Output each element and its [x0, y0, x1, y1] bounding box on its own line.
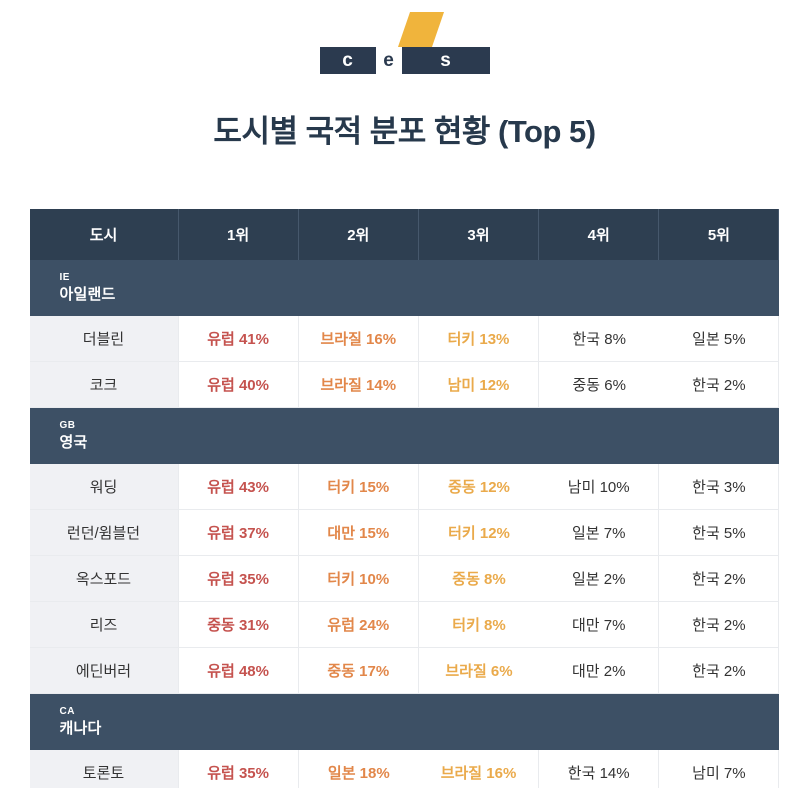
city-cell: 토론토: [29, 750, 179, 788]
city-cell: 리즈: [29, 602, 179, 648]
header-cell-1: 1위: [178, 209, 299, 260]
rank4-cell: 중동 6%: [539, 362, 660, 408]
rank3-cell: 남미 12%: [418, 362, 540, 408]
rank2-cell: 일본 18%: [298, 750, 419, 788]
rank5-cell: 한국 2%: [659, 362, 780, 408]
page-title: 도시별 국적 분포 현황 (Top 5): [213, 114, 596, 149]
rank4-cell: 한국 8%: [539, 316, 660, 362]
rank3-cell: 브라질 6%: [418, 648, 540, 694]
group-name: 아일랜드: [59, 286, 116, 303]
rank3-cell: 브라질 16%: [418, 750, 540, 788]
logo-parallelogram-shape: [397, 12, 444, 47]
header-cell-2: 2위: [298, 209, 419, 260]
rank3-cell: 터키 8%: [418, 602, 540, 648]
rank5-cell: 한국 2%: [659, 556, 780, 602]
rank4-cell: 대만 7%: [539, 602, 660, 648]
ces-logo: c e s: [319, 8, 490, 76]
rank1-cell: 유럽 37%: [178, 510, 299, 556]
city-cell: 코크: [29, 362, 179, 408]
rank2-cell: 브라질 16%: [298, 316, 419, 362]
header-cell-4: 4위: [539, 209, 660, 260]
group-code: CA: [59, 706, 75, 717]
rank1-cell: 유럽 35%: [178, 750, 299, 788]
rank4-cell: 일본 2%: [539, 556, 660, 602]
rank1-cell: 유럽 40%: [178, 362, 299, 408]
rank5-cell: 한국 2%: [659, 602, 780, 648]
rank5-cell: 남미 7%: [659, 750, 780, 788]
rank3-cell: 중동 8%: [418, 556, 540, 602]
group-name: 영국: [59, 434, 88, 451]
group-row-ca: CA 캐나다: [29, 694, 780, 750]
rank3-cell: 터키 12%: [418, 510, 540, 556]
group-code: GB: [59, 420, 76, 431]
city-cell: 더블린: [29, 316, 179, 362]
city-cell: 런던/윔블던: [29, 510, 179, 556]
group-row-ie: IE 아일랜드: [29, 260, 780, 316]
rank3-cell: 터키 13%: [418, 316, 540, 362]
rank2-cell: 터키 15%: [298, 464, 419, 510]
header-cell-5: 5위: [659, 209, 780, 260]
rank5-cell: 한국 5%: [659, 510, 780, 556]
table-wrapper: 도시 1위 2위 3위 4위 5위 IE 아일랜드 더블린 유럽 41% 브라질 16% 터키 13%…: [29, 209, 780, 788]
rank2-cell: 유럽 24%: [298, 602, 419, 648]
rank5-cell: 한국 3%: [659, 464, 780, 510]
city-cell: 에딘버러: [29, 648, 179, 694]
rank5-cell: 한국 2%: [659, 648, 780, 694]
rank3-cell: 중동 12%: [418, 464, 540, 510]
header-cell-0: 도시: [29, 209, 179, 260]
group-row-gb: GB 영국: [29, 408, 780, 464]
rank2-cell: 터키 10%: [298, 556, 419, 602]
rank5-cell: 일본 5%: [659, 316, 780, 362]
logo-letter-e: e: [375, 47, 402, 74]
rank1-cell: 유럽 41%: [178, 316, 299, 362]
rank2-cell: 중동 17%: [298, 648, 419, 694]
logo-letter-c: c: [319, 47, 376, 74]
rank1-cell: 유럽 35%: [178, 556, 299, 602]
rank4-cell: 한국 14%: [539, 750, 660, 788]
rank1-cell: 유럽 43%: [178, 464, 299, 510]
rank4-cell: 남미 10%: [539, 464, 660, 510]
rank2-cell: 대만 15%: [298, 510, 419, 556]
logo-bar: c e s: [319, 47, 490, 74]
header-cell-3: 3위: [418, 209, 540, 260]
city-cell: 옥스포드: [29, 556, 179, 602]
group-name: 캐나다: [59, 720, 102, 737]
rank1-cell: 중동 31%: [178, 602, 299, 648]
rank4-cell: 대만 2%: [539, 648, 660, 694]
rank1-cell: 유럽 48%: [178, 648, 299, 694]
logo-letter-s: s: [401, 47, 490, 74]
rank2-cell: 브라질 14%: [298, 362, 419, 408]
group-code: IE: [59, 272, 70, 283]
nationality-table: 도시 1위 2위 3위 4위 5위 IE 아일랜드 더블린 유럽 41% 브라질 16% 터키 13%…: [29, 209, 780, 788]
city-cell: 워딩: [29, 464, 179, 510]
rank4-cell: 일본 7%: [539, 510, 660, 556]
